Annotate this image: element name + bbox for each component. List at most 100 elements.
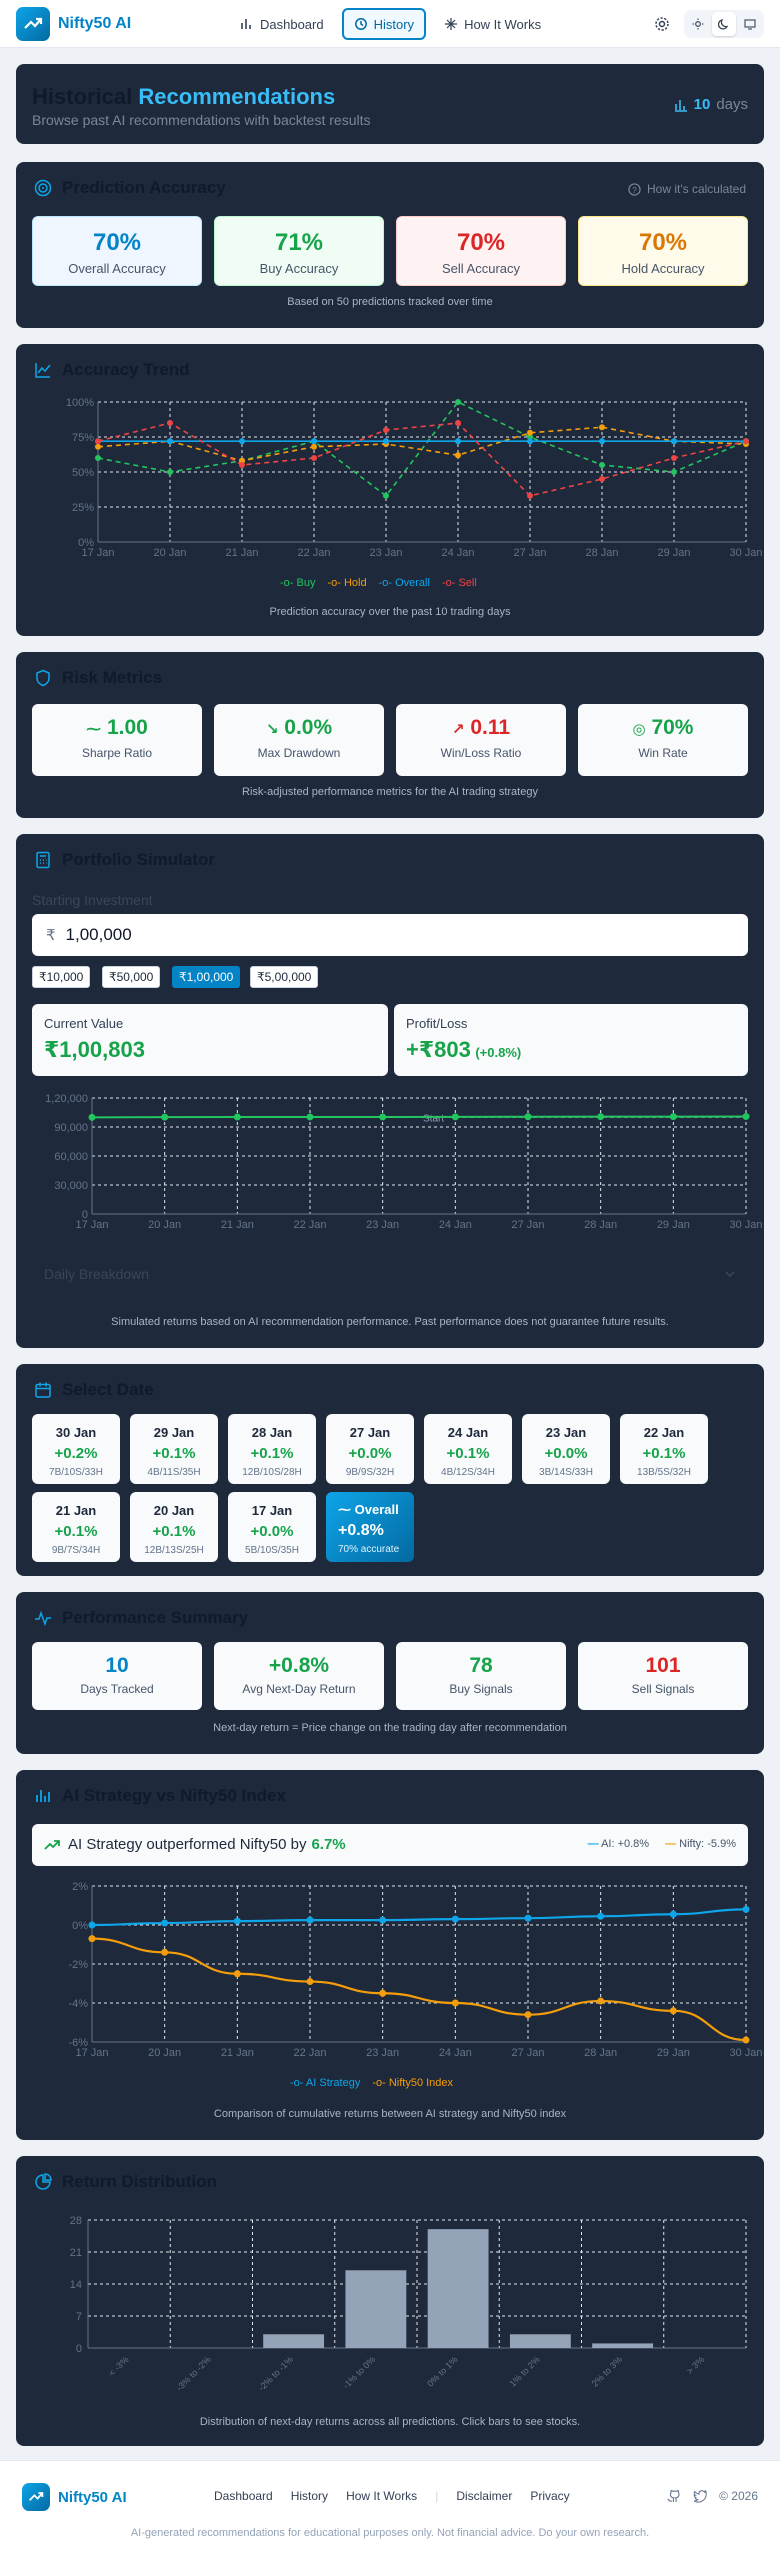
trending-up-icon xyxy=(44,1839,60,1850)
monitor-icon[interactable] xyxy=(738,12,762,36)
calendar-icon xyxy=(35,1382,51,1398)
shield-icon xyxy=(36,669,50,687)
settings-gear-icon[interactable] xyxy=(654,16,670,32)
footer-link-privacy[interactable]: Privacy xyxy=(530,2489,570,2503)
profit-loss-card: Profit/Loss +₹803 (+0.8%) xyxy=(394,1004,748,1076)
point-sell xyxy=(527,492,533,499)
github-icon[interactable] xyxy=(667,2489,681,2503)
y-tick-label: 30,000 xyxy=(54,1180,88,1192)
y-tick-label: 0% xyxy=(78,537,94,549)
date-card-23-jan[interactable]: 23 Jan +0.0% 3B/14S/33H xyxy=(522,1414,610,1484)
trending-down-icon: ↘ xyxy=(265,721,279,738)
section-title: Risk Metrics xyxy=(34,668,162,688)
footer: Nifty50 AI Dashboard History How It Work… xyxy=(0,2460,780,2554)
chevron-down-icon xyxy=(725,1271,735,1278)
date-card-30-jan[interactable]: 30 Jan +0.2% 7B/10S/33H xyxy=(32,1414,120,1484)
point-portfolio xyxy=(306,1113,314,1121)
distribution-chart: 0 7 14 21 28 < -3% -3% to -2% -2% to -1% -1% to … xyxy=(70,2215,747,2393)
distribution-bar[interactable] xyxy=(263,2334,325,2348)
distribution-bar[interactable] xyxy=(427,2229,489,2348)
nav-how-it-works[interactable]: How It Works xyxy=(434,8,551,40)
footer-link-history[interactable]: History xyxy=(290,2489,329,2503)
legend-overall[interactable]: -o- Overall xyxy=(378,577,430,589)
footer-link-how-it-works[interactable]: How It Works xyxy=(346,2489,418,2503)
activity-icon xyxy=(35,1610,51,1627)
svg-text:?: ? xyxy=(632,184,637,194)
brand[interactable]: Nifty50 AI xyxy=(16,6,131,41)
accuracy-trend-card: Accuracy Trend 0% 25% 50% 75% 100% 17 Jan 20 J… xyxy=(16,344,764,636)
profit-loss-percent: (+0.8%) xyxy=(475,1045,522,1060)
distribution-bar[interactable] xyxy=(592,2343,654,2348)
preset-10k[interactable]: ₹10,000 xyxy=(32,966,91,988)
preset-50k[interactable]: ₹50,000 xyxy=(102,966,161,988)
point-buy xyxy=(671,469,677,475)
win-loss-ratio-card: ↗ 0.11 Win/Loss Ratio xyxy=(396,704,566,776)
daily-breakdown-toggle[interactable]: Daily Breakdown xyxy=(32,1254,748,1294)
moon-icon[interactable] xyxy=(712,12,736,36)
point-hold xyxy=(95,443,101,450)
date-card-21-jan[interactable]: 21 Jan +0.1% 9B/7S/34H xyxy=(32,1492,120,1562)
outperformance-banner: AI Strategy outperformed Nifty50 by 6.7%… xyxy=(32,1824,748,1866)
prediction-accuracy-card: Prediction Accuracy ? How it's calculate… xyxy=(16,162,764,328)
x-tick-label: 17 Jan xyxy=(75,1219,108,1231)
x-tick-label: 0% to 1% xyxy=(425,2354,459,2388)
legend-buy[interactable]: -o- Buy xyxy=(280,577,316,589)
x-tick-label: 28 Jan xyxy=(585,547,618,559)
performance-summary-card: Performance Summary 10 Days Tracked +0.8… xyxy=(16,1592,764,1754)
portfolio-simulator-card: Portfolio Simulator Starting Investment … xyxy=(16,834,764,1348)
date-card-27-jan[interactable]: 27 Jan +0.0% 9B/9S/32H xyxy=(326,1414,414,1484)
distribution-bar[interactable] xyxy=(509,2334,571,2348)
bar-chart-icon xyxy=(674,99,687,112)
y-tick-label: -6% xyxy=(68,2037,88,2049)
target-icon: ◎ xyxy=(632,721,646,738)
legend-sell[interactable]: -o- Sell xyxy=(441,577,477,589)
series-line-nifty50-index xyxy=(91,1937,747,2042)
footer-link-dashboard[interactable]: Dashboard xyxy=(214,2489,273,2503)
date-card-20-jan[interactable]: 20 Jan +0.1% 12B/13S/25H xyxy=(130,1492,218,1562)
date-card-22-jan[interactable]: 22 Jan +0.1% 13B/5S/32H xyxy=(620,1414,708,1484)
how-calculated-link[interactable]: ? How it's calculated xyxy=(628,182,746,196)
date-card-29-jan[interactable]: 29 Jan +0.1% 4B/11S/35H xyxy=(130,1414,218,1484)
point-overall xyxy=(455,438,461,445)
calculator-icon xyxy=(36,851,50,869)
x-tick-label: 22 Jan xyxy=(297,547,330,559)
portfolio-chart: 0 30,000 60,000 90,000 1,20,000 17 Jan 20 Jan 2… xyxy=(45,1093,762,1231)
preset-1l[interactable]: ₹1,00,000 xyxy=(172,966,241,988)
line-chart-icon xyxy=(35,363,51,378)
history-header-card: Historical Recommendations Browse past A… xyxy=(16,64,764,144)
legend-nifty50[interactable]: -o- Nifty50 Index xyxy=(372,2077,454,2089)
section-title: Performance Summary xyxy=(34,1608,248,1628)
date-card-28-jan[interactable]: 28 Jan +0.1% 12B/10S/28H xyxy=(228,1414,316,1484)
x-tick-label: 20 Jan xyxy=(153,547,186,559)
overall-summary-card[interactable]: ⁓ Overall +0.8% 70% accurate xyxy=(326,1492,414,1562)
legend-ai-strategy[interactable]: -o- AI Strategy xyxy=(290,2077,361,2089)
date-card-17-jan[interactable]: 17 Jan +0.0% 5B/10S/35H xyxy=(228,1492,316,1562)
sell-accuracy-card: 70% Sell Accuracy xyxy=(396,216,566,286)
select-date-card: Select Date 30 Jan +0.2% 7B/10S/33H 29 Jan… xyxy=(16,1364,764,1576)
investment-input[interactable]: ₹ 1,00,000 xyxy=(32,914,748,956)
point-hold xyxy=(239,457,245,464)
nav-dashboard[interactable]: Dashboard xyxy=(230,8,334,40)
point-nifty50-index xyxy=(597,1997,605,2005)
point-ai-strategy xyxy=(597,1912,605,1920)
preset-5l[interactable]: ₹5,00,000 xyxy=(250,966,319,988)
footer-link-disclaimer[interactable]: Disclaimer xyxy=(456,2489,513,2503)
date-card-24-jan[interactable]: 24 Jan +0.1% 4B/12S/34H xyxy=(424,1414,512,1484)
footer-brand[interactable]: Nifty50 AI xyxy=(22,2483,127,2511)
pie-chart-icon xyxy=(35,2173,52,2190)
y-tick-label: 0% xyxy=(72,1920,88,1932)
section-title: Portfolio Simulator xyxy=(34,850,215,870)
series-line-portfolio xyxy=(91,1115,747,1119)
strategy-chart: -6% -4% -2% 0% 2% 17 Jan 20 Jan 21 Jan 22 Jan 23 … xyxy=(68,1881,762,2059)
x-tick-label: 23 Jan xyxy=(366,2047,399,2059)
outperformance-delta: 6.7% xyxy=(311,1836,346,1853)
x-tick-label: 23 Jan xyxy=(366,1219,399,1231)
distribution-bar[interactable] xyxy=(345,2270,407,2348)
legend-hold[interactable]: -o- Hold xyxy=(327,577,367,589)
point-portfolio xyxy=(524,1113,532,1121)
point-sell xyxy=(743,438,749,445)
sun-icon[interactable] xyxy=(686,12,710,36)
twitter-icon[interactable] xyxy=(693,2489,707,2503)
nav-history[interactable]: History xyxy=(341,8,427,40)
y-tick-label: 100% xyxy=(66,397,94,409)
